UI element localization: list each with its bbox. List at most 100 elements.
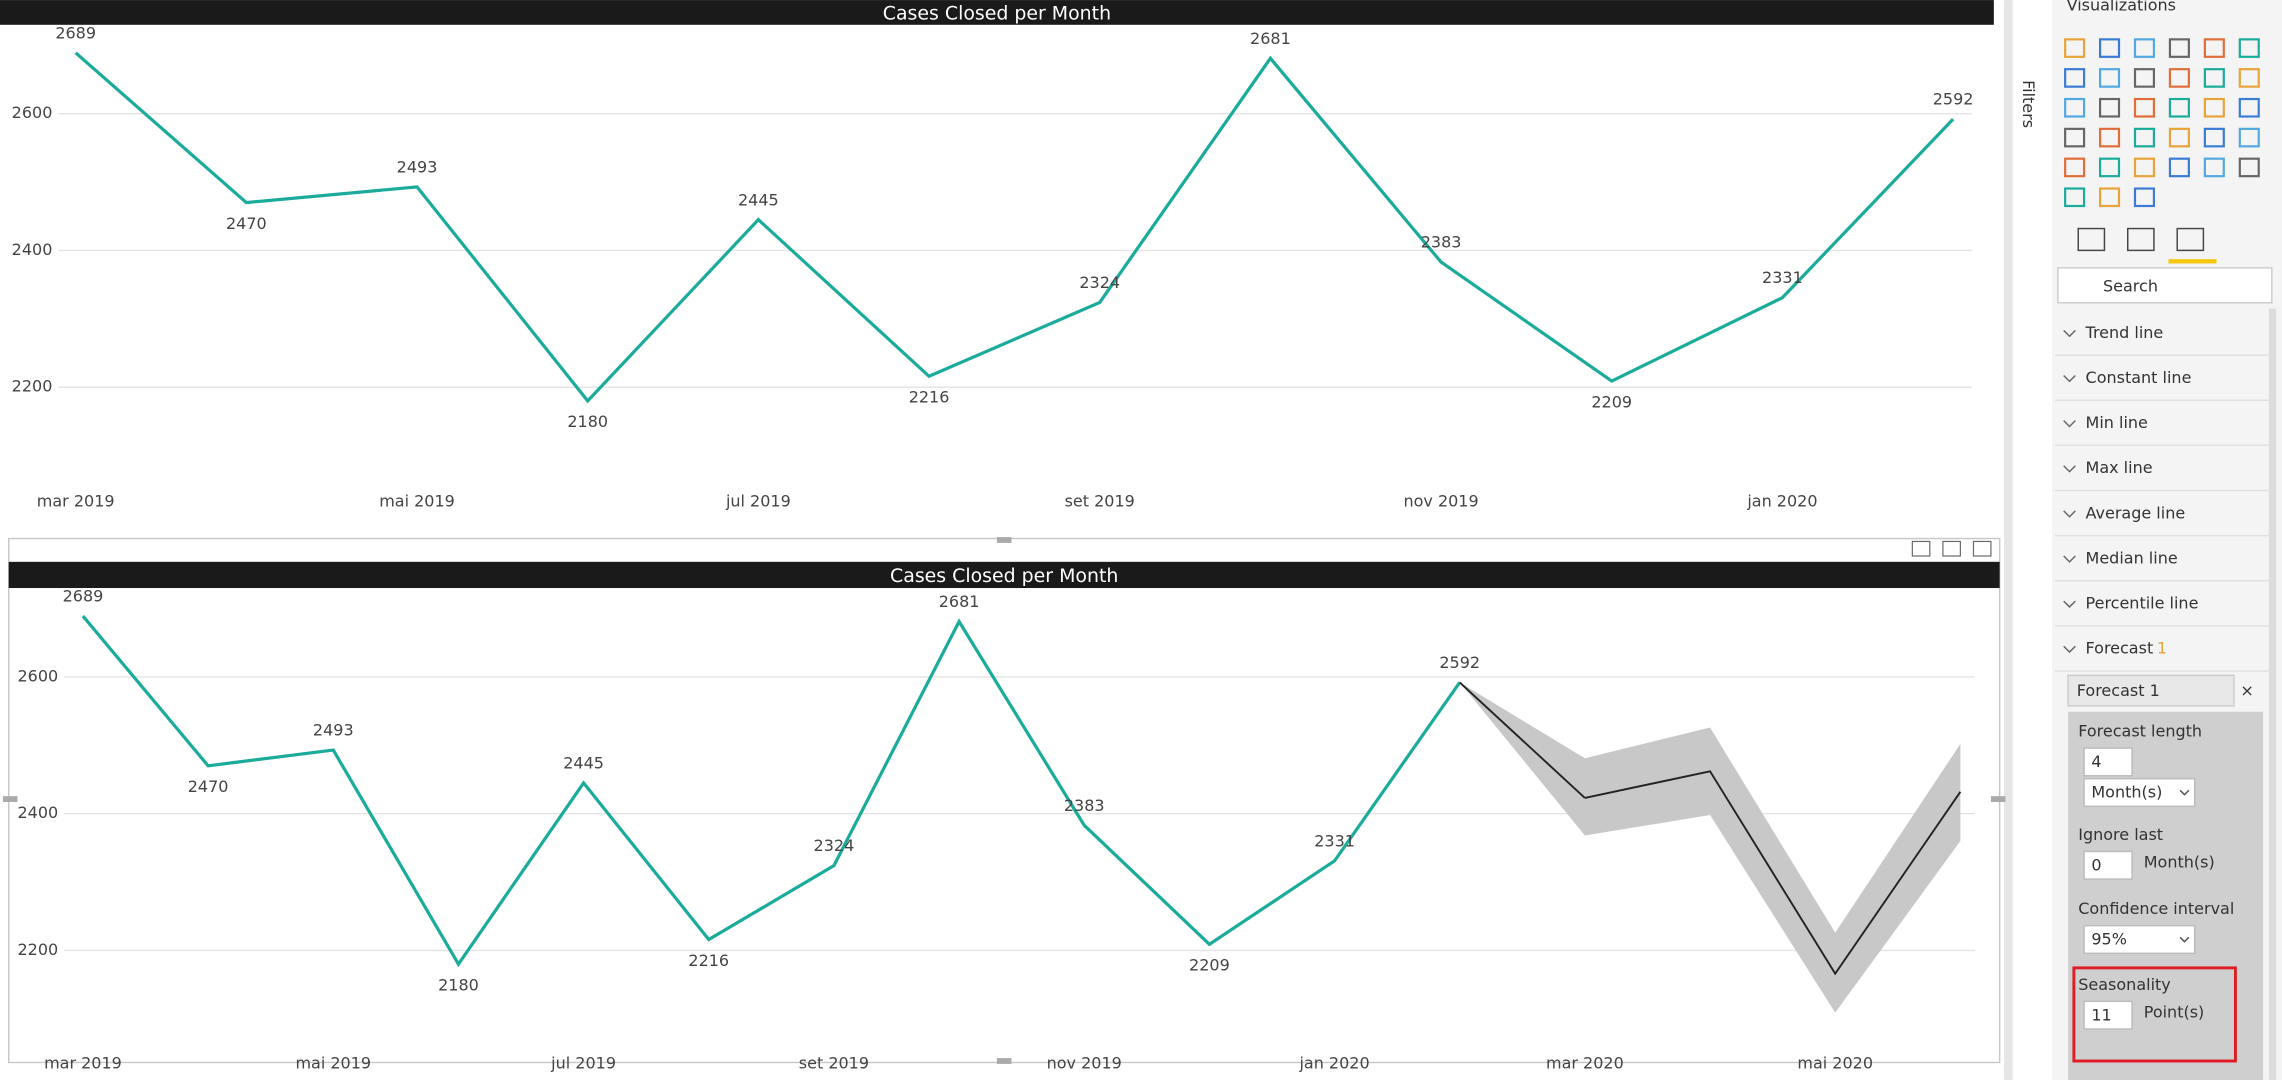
field-label: Forecast length — [2078, 722, 2202, 741]
viz-icon[interactable] — [2064, 38, 2086, 58]
y-tick-label: 2400 — [17, 803, 58, 822]
data-line — [81, 615, 1462, 968]
unit-dropdown[interactable] — [2083, 777, 2196, 808]
pane-item[interactable]: Median line — [2086, 548, 2178, 567]
viz-icon[interactable] — [2064, 127, 2086, 148]
x-tick-label: set 2019 — [1065, 492, 1135, 511]
pane-item[interactable]: Min line — [2086, 413, 2148, 432]
viz-icon[interactable] — [2064, 157, 2086, 178]
viz-icon[interactable] — [2168, 38, 2190, 58]
field-label: Seasonality — [2078, 975, 2171, 994]
highlight-box — [2072, 966, 2237, 1063]
chart-title: Cases Closed per Month — [883, 2, 1111, 24]
viz-icon[interactable] — [2203, 97, 2225, 118]
pane-item[interactable]: Constant line — [2086, 368, 2192, 387]
pane-item[interactable]: Average line — [2086, 503, 2186, 522]
field-label: Ignore last — [2078, 825, 2163, 844]
data-label: 2331 — [1314, 831, 1355, 850]
field-value: 11 — [2091, 1005, 2111, 1024]
viz-icon[interactable] — [2238, 38, 2260, 58]
pane-item[interactable]: Max line — [2086, 458, 2153, 477]
viz-icon[interactable] — [2203, 157, 2225, 178]
data-label: 2470 — [188, 777, 229, 796]
pane-item[interactable]: Forecast — [2086, 639, 2154, 658]
more-icon[interactable] — [1972, 540, 1992, 557]
pane-tab[interactable] — [2176, 227, 2205, 252]
pane-tab[interactable] — [2077, 227, 2106, 252]
field-input[interactable] — [2083, 924, 2196, 955]
pane-tab[interactable] — [2127, 227, 2155, 252]
field-value: 95% — [2091, 930, 2127, 949]
resize-handle — [2, 796, 18, 802]
field-input[interactable] — [2083, 747, 2133, 777]
field-input[interactable] — [2083, 1000, 2133, 1030]
chevron — [2063, 375, 2076, 383]
unit-value: Month(s) — [2091, 783, 2162, 802]
chevron — [2063, 420, 2076, 428]
viz-icon[interactable] — [2238, 68, 2260, 88]
viz-icon[interactable] — [2064, 187, 2086, 208]
data-label: 2445 — [738, 190, 779, 209]
forecast-name-box[interactable] — [2067, 674, 2235, 707]
viz-icon[interactable] — [2133, 68, 2156, 88]
viz-icon[interactable] — [2098, 97, 2121, 118]
viz-icon[interactable] — [2098, 68, 2121, 88]
x-tick-label: mar 2019 — [44, 1053, 122, 1072]
data-label: 2383 — [1064, 796, 1105, 815]
viz-icon[interactable] — [2168, 97, 2190, 118]
x-tick-label: jul 2019 — [725, 492, 791, 511]
viz-icon[interactable] — [2168, 68, 2190, 88]
viz-icon[interactable] — [2238, 97, 2260, 118]
filter-icon[interactable] — [1911, 540, 1931, 557]
forecast-count: 1 — [2157, 639, 2167, 658]
divider — [2004, 0, 2013, 1080]
focus-icon[interactable] — [1942, 540, 1961, 557]
x-tick-label: mar 2020 — [1546, 1053, 1624, 1072]
filters-strip[interactable] — [2012, 0, 2053, 1080]
viz-icon[interactable] — [2133, 38, 2156, 58]
viz-icon[interactable] — [2133, 127, 2156, 148]
x-tick-label: mai 2019 — [295, 1053, 371, 1072]
y-tick-label: 2200 — [12, 377, 53, 396]
viz-icon[interactable] — [2168, 127, 2190, 148]
data-label: 2592 — [1933, 90, 1974, 109]
data-label: 2216 — [688, 951, 729, 970]
pane-item[interactable]: Percentile line — [2086, 594, 2199, 613]
data-label: 2493 — [313, 721, 354, 740]
data-label: 2324 — [1079, 273, 1120, 292]
field-input[interactable] — [2083, 850, 2133, 880]
data-label: 2493 — [397, 157, 438, 176]
y-tick-label: 2400 — [12, 240, 53, 259]
viz-icon[interactable] — [2238, 157, 2260, 178]
data-label: 2470 — [226, 214, 267, 233]
viz-icon[interactable] — [2098, 127, 2121, 148]
viz-icon[interactable] — [2098, 157, 2121, 178]
data-label: 2445 — [563, 753, 604, 772]
viz-icon[interactable] — [2098, 38, 2121, 58]
chevron — [2063, 600, 2076, 608]
confidence-band — [1459, 682, 1961, 1013]
viz-icon[interactable] — [2133, 97, 2156, 118]
viz-icon[interactable] — [2064, 97, 2086, 118]
viz-icon[interactable] — [2238, 127, 2260, 148]
search-box[interactable] — [2057, 267, 2273, 304]
x-tick-label: set 2019 — [799, 1053, 869, 1072]
remove-icon[interactable]: × — [2240, 681, 2253, 700]
viz-icon[interactable] — [2203, 68, 2225, 88]
viz-icon[interactable] — [2133, 157, 2156, 178]
viz-icon[interactable] — [2064, 68, 2086, 88]
viz-icon[interactable] — [2203, 38, 2225, 58]
viz-icon[interactable] — [2203, 127, 2225, 148]
viz-icon[interactable] — [2098, 187, 2121, 208]
resize-handle — [996, 1058, 1012, 1064]
forecast-line — [1584, 770, 1962, 976]
pane-item[interactable]: Trend line — [2085, 323, 2164, 342]
filters-label[interactable]: Filters — [2019, 80, 2038, 128]
dropdown-arrow — [2179, 789, 2190, 796]
viz-icon[interactable] — [2168, 157, 2190, 178]
forecast-name: Forecast 1 — [2077, 681, 2160, 700]
viz-icon[interactable] — [2133, 187, 2156, 208]
data-label: 2681 — [1250, 29, 1291, 48]
data-label: 2209 — [1591, 392, 1632, 411]
chevron — [2063, 510, 2076, 518]
